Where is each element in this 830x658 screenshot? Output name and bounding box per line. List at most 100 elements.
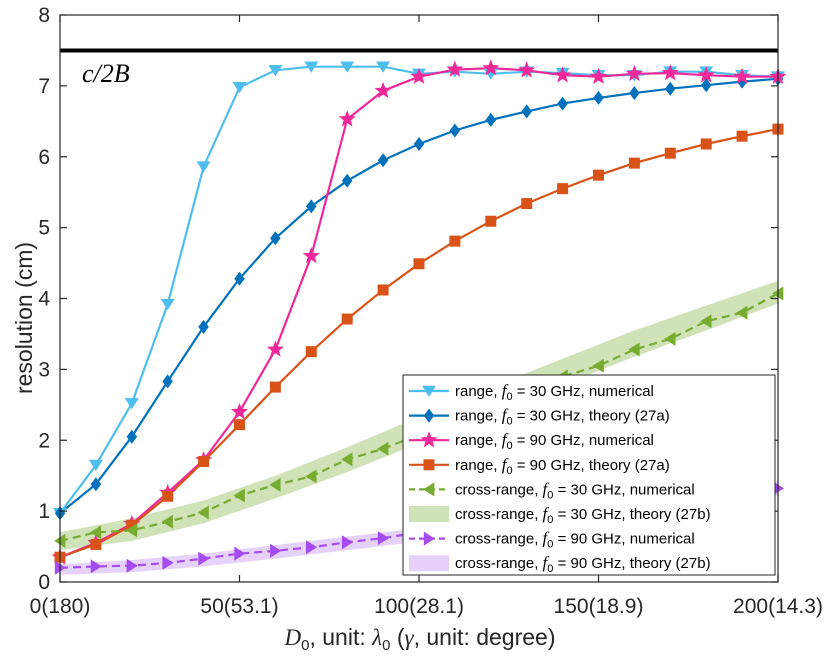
x-tick-label-3: 150(18.9) xyxy=(554,595,644,618)
marker-series-4-point-9 xyxy=(377,441,389,456)
marker-series-1-point-9 xyxy=(377,153,389,168)
marker-series-2-point-19 xyxy=(733,67,751,84)
legend-swatch-5 xyxy=(409,506,449,522)
y-tick-label-5: 5 xyxy=(38,217,50,240)
marker-series-2-point-9 xyxy=(374,81,392,99)
marker-series-2-point-10 xyxy=(410,67,428,84)
legend-box xyxy=(402,374,776,576)
marker-series-3-point-19 xyxy=(736,130,748,142)
marker-series-1-point-17 xyxy=(665,81,676,96)
marker-series-3-point-12 xyxy=(485,215,497,227)
marker-series-1-point-3 xyxy=(162,374,173,389)
marker-series-4-point-17 xyxy=(664,331,676,346)
y-tick-label-8: 8 xyxy=(38,4,50,27)
marker-series-1-point-13 xyxy=(521,104,532,119)
x-axis-title-gamma: γ xyxy=(405,625,415,650)
marker-series-2-point-7 xyxy=(302,247,320,264)
marker-series-3-point-6 xyxy=(269,381,281,393)
x-tick-label-0: 0(180) xyxy=(30,595,91,618)
x-tick-label-1: 50(53.1) xyxy=(200,595,278,618)
marker-series-4-point-1 xyxy=(90,525,102,540)
y-tick-label-7: 7 xyxy=(38,75,50,98)
x-axis-title-text: , unit: xyxy=(309,624,372,650)
marker-series-4-point-16 xyxy=(628,342,640,357)
marker-series-2-point-5 xyxy=(230,402,249,420)
marker-series-3-point-11 xyxy=(449,235,461,247)
legend-marker-0 xyxy=(422,385,436,397)
y-axis-title: resolution (cm) xyxy=(11,242,37,394)
legend-marker-1 xyxy=(423,408,435,423)
marker-series-1-point-7 xyxy=(306,199,317,214)
marker-series-1-point-16 xyxy=(629,86,640,100)
band-series-5 xyxy=(60,280,778,551)
reference-line-label: c/2B xyxy=(82,59,130,88)
marker-series-4-point-5 xyxy=(233,488,245,503)
marker-series-3-point-13 xyxy=(521,198,533,210)
marker-series-4-point-4 xyxy=(197,505,209,520)
y-tick-label-0: 0 xyxy=(38,571,50,594)
x-axis-title-paren: ( xyxy=(390,624,404,650)
axes xyxy=(59,14,779,583)
x-axis-title-symbol: D xyxy=(284,625,302,650)
marker-series-3-point-8 xyxy=(341,313,353,325)
marker-series-6-point-4 xyxy=(198,551,210,566)
tick-labels: 0(180) 50(53.1) 100(28.1) 150(18.9) 200(14.3… xyxy=(30,4,823,618)
marker-series-1-point-14 xyxy=(557,96,568,111)
marker-series-3-point-14 xyxy=(557,183,569,195)
marker-series-3-point-1 xyxy=(90,538,102,550)
legend-label-0: range, f0 = 30 GHz, numerical xyxy=(455,381,654,403)
marker-series-1-point-15 xyxy=(593,90,604,105)
marker-series-2-point-8 xyxy=(338,110,356,127)
marker-series-3-point-16 xyxy=(628,157,640,169)
marker-series-4-point-15 xyxy=(592,358,604,373)
marker-series-1-point-4 xyxy=(198,319,209,334)
marker-series-3-point-15 xyxy=(593,169,604,181)
marker-series-3-point-7 xyxy=(305,346,317,358)
y-tick-label-4: 4 xyxy=(38,288,50,311)
marker-series-0-point-4 xyxy=(196,161,211,173)
marker-series-2-point-18 xyxy=(697,66,715,83)
marker-series-4-point-8 xyxy=(341,452,353,467)
y-tick-label-6: 6 xyxy=(38,146,50,169)
marker-series-1-point-10 xyxy=(413,137,425,151)
marker-series-6-point-3 xyxy=(162,555,174,570)
marker-series-2-point-11 xyxy=(446,60,464,77)
legend-label-1: range, f0 = 30 GHz, theory (27a) xyxy=(455,406,670,428)
marker-series-0-point-1 xyxy=(88,459,103,471)
marker-series-1-point-18 xyxy=(701,78,712,93)
marker-series-0-point-2 xyxy=(124,398,139,410)
marker-series-1-point-2 xyxy=(126,429,138,444)
marker-series-3-point-10 xyxy=(413,258,425,270)
marker-series-4-point-18 xyxy=(700,314,712,329)
legend-marker-6 xyxy=(423,531,435,546)
marker-series-1-point-11 xyxy=(449,123,461,138)
marker-series-2-point-12 xyxy=(482,59,500,76)
x-axis-title-subscript: 0 xyxy=(301,637,309,654)
marker-series-6-point-2 xyxy=(126,558,138,573)
legend-label-2: range, f0 = 90 GHz, numerical xyxy=(455,430,654,452)
marker-series-6-point-9 xyxy=(377,531,390,546)
legend-marker-3 xyxy=(423,459,435,471)
legend-marker-2 xyxy=(420,431,438,448)
marker-series-6-point-6 xyxy=(270,543,282,558)
marker-series-4-point-7 xyxy=(305,469,317,484)
marker-series-2-point-16 xyxy=(625,64,643,82)
line-series-4 xyxy=(59,292,779,542)
legend-label-4: cross-range, f0 = 30 GHz, numerical xyxy=(455,479,695,501)
marker-series-6-point-5 xyxy=(234,546,246,561)
marker-series-1-point-5 xyxy=(234,271,245,286)
marker-series-3-point-18 xyxy=(700,138,712,150)
marker-series-3-point-17 xyxy=(664,147,676,159)
marker-series-1-point-1 xyxy=(90,477,102,492)
marker-series-6-point-1 xyxy=(90,559,102,574)
legend-label-7: cross-range, f0 = 90 GHz, theory (27b) xyxy=(455,553,711,575)
marker-series-1-point-12 xyxy=(485,112,497,127)
marker-series-3-point-4 xyxy=(198,456,210,468)
marker-series-6-point-7 xyxy=(306,540,318,555)
marker-series-3-point-9 xyxy=(377,284,389,296)
marker-series-0-point-6 xyxy=(268,65,283,77)
x-tick-label-2: 100(28.1) xyxy=(374,595,464,618)
marker-series-1-point-6 xyxy=(270,231,281,246)
marker-series-0-point-9 xyxy=(376,61,391,73)
